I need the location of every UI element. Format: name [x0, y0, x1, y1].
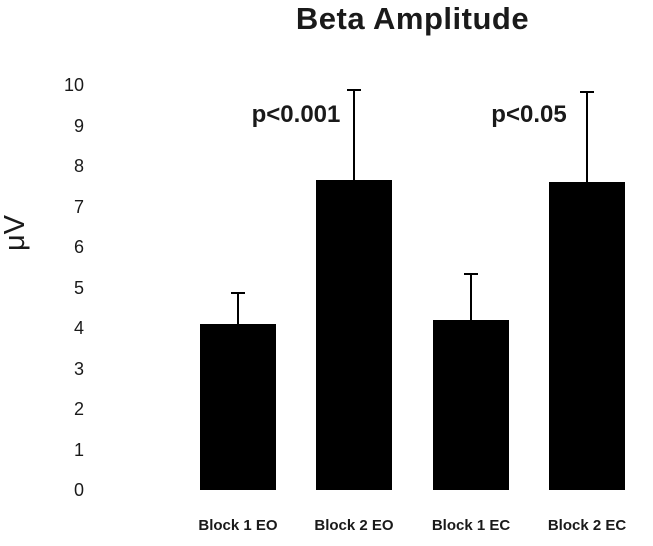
error-bar: [237, 292, 239, 324]
y-tick-label: 3: [73, 358, 84, 379]
y-tick-label: 10: [63, 75, 84, 95]
x-tick-label: Block 2 EO: [314, 517, 394, 534]
y-axis: 0 1 2 3 4 5 6 7 8 9 10: [38, 76, 84, 499]
bar: [316, 180, 392, 490]
significance-annotation: p<0.001: [251, 101, 341, 128]
y-tick-label: 0: [73, 480, 84, 500]
x-axis: Block 1 EO Block 2 EO Block 1 EC Block 2 EC: [95, 517, 645, 543]
error-bar-cap: [231, 292, 245, 294]
error-bar-cap: [347, 89, 361, 91]
bar: [433, 320, 509, 490]
error-bar: [353, 89, 355, 180]
error-bar-cap: [464, 273, 478, 275]
y-tick-label: 6: [73, 237, 84, 257]
x-tick-label: Block 2 EC: [547, 517, 627, 534]
bar: [200, 324, 276, 490]
error-bar: [586, 91, 588, 182]
y-tick-label: 5: [73, 277, 84, 298]
error-bar-cap: [580, 91, 594, 93]
y-tick-label: 7: [73, 196, 84, 217]
y-tick-label: 8: [73, 156, 84, 176]
x-tick-label: Block 1 EO: [198, 517, 278, 534]
y-tick-label: 1: [73, 439, 84, 460]
bar: [549, 182, 625, 490]
y-tick-label: 9: [73, 115, 84, 136]
x-tick-label: Block 1 EC: [431, 517, 511, 534]
plot-area: p<0.001 p<0.05: [95, 85, 645, 490]
chart-title: Beta Amplitude: [295, 1, 530, 36]
y-tick-label: 4: [73, 318, 84, 338]
error-bar: [470, 273, 472, 320]
y-tick-label: 2: [73, 399, 84, 419]
significance-annotation: p<0.05: [491, 101, 567, 128]
y-axis-label: μV: [0, 214, 31, 252]
